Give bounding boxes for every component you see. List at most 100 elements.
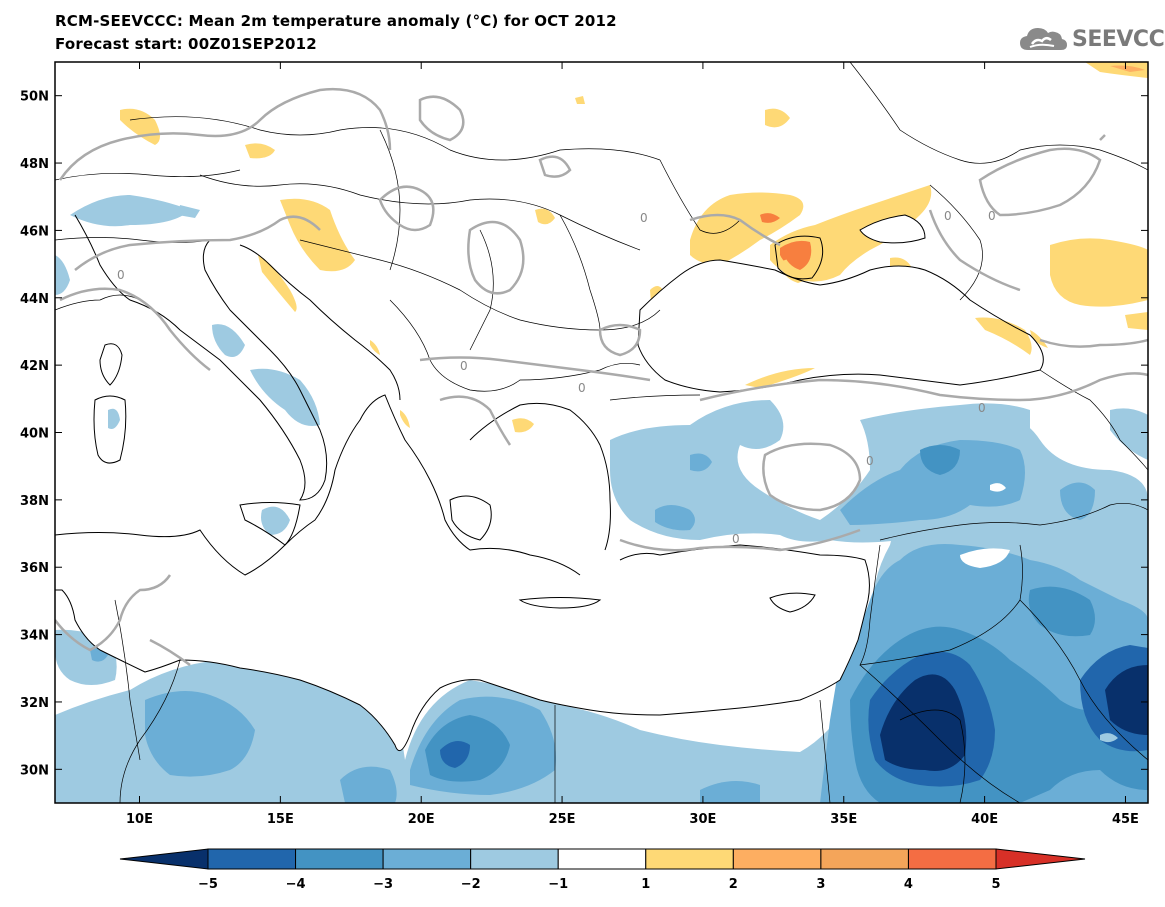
anomaly-level-3-syria: [1028, 586, 1095, 637]
colorbar-extend-high: [995, 848, 1086, 870]
zero-contour-18: [439, 395, 512, 446]
map-title: RCM-SEEVCCC: Mean 2m temperature anomaly…: [55, 12, 617, 30]
colorbar: −5 −4 −3 −2 −1 1 2 3 4 5: [119, 848, 1086, 892]
colorbar-segment: [645, 848, 734, 870]
mediterranean-sea: [55, 395, 870, 751]
map-content: 0 0 0 0 0 0 0 0 0: [55, 62, 1148, 803]
anomaly-area-caucasus: [1110, 408, 1148, 460]
anomaly-area-west-edge: [55, 255, 70, 295]
lat-tick-label: 32N: [20, 696, 49, 711]
warm-fringe-greece: [512, 418, 534, 433]
neutral-patch-iraq: [990, 483, 1006, 492]
border-5: [659, 159, 741, 234]
colorbar-label: 5: [991, 877, 1000, 892]
zero-contour-10: [699, 372, 1148, 402]
coast-crimea: [774, 235, 824, 280]
colorbar-segment: [470, 848, 559, 870]
warm-fringe-crimea-core: [784, 243, 811, 270]
lat-tick-label: 36N: [20, 561, 49, 576]
coast-corsica: [99, 343, 123, 386]
zero-contour-4: [378, 185, 435, 232]
anomaly-area-alps: [70, 195, 190, 227]
warm-area-top-right: [1085, 62, 1148, 78]
coast-north-africa: [55, 589, 841, 752]
border-13: [1019, 599, 1148, 761]
warm-area-germany: [245, 143, 275, 159]
border-21: [379, 129, 401, 271]
aegean-sea: [470, 403, 611, 553]
border-4: [389, 299, 641, 392]
azov-sea: [860, 215, 925, 243]
border-12: [899, 709, 966, 803]
zero-contour-15: [1039, 338, 1148, 348]
lat-tick-label: 48N: [20, 157, 49, 172]
colorbar-segment: [295, 848, 384, 870]
tyrrhenian-sea: [127, 346, 305, 505]
zero-contour-9: [419, 356, 651, 382]
cold-anomaly-fields: [55, 195, 1148, 803]
zero-contour-5: [418, 95, 465, 142]
zero-contour-11: [619, 528, 861, 552]
lon-tick-label: 15E: [267, 812, 294, 827]
caspian-edge: [1140, 338, 1148, 360]
warm-fringe-south-black-sea: [745, 368, 815, 388]
latitude-axis: 30N 32N 34N 36N 38N 40N 42N 44N 46N 48N 50N: [20, 90, 1148, 778]
warm-area-gulf-spot: [575, 96, 585, 104]
colorbar-label: −4: [286, 877, 306, 892]
border-23: [559, 214, 601, 331]
colorbar-label: −2: [461, 877, 481, 892]
anomaly-level-3-turkey-east: [920, 445, 960, 475]
contour-label-4: 0: [640, 211, 648, 225]
country-borders: [55, 62, 1148, 803]
zero-contour-12: [762, 442, 862, 512]
anomaly-level-2-libya: [145, 691, 255, 777]
coast-crete: [518, 597, 602, 609]
zero-contour-19: [689, 213, 781, 247]
lat-tick-label: 34N: [20, 629, 49, 644]
colorbar-label: −5: [198, 877, 218, 892]
warm-area-montenegro: [370, 340, 380, 355]
colorbar-extend-low: [119, 848, 209, 870]
anomaly-level-2-anatolia-spot: [655, 505, 695, 531]
lon-tick-label: 20E: [408, 812, 435, 827]
lat-tick-label: 44N: [20, 292, 49, 307]
black-sea: [638, 260, 1044, 392]
lon-tick-label: 10E: [126, 812, 153, 827]
contour-label-9: 0: [732, 532, 740, 546]
lat-tick-label: 50N: [20, 90, 49, 105]
logo-text: SEEVCCC: [1072, 26, 1165, 52]
ligurian-sea: [80, 295, 154, 350]
lat-tick-label: 38N: [20, 494, 49, 509]
warm-area-romania: [535, 208, 555, 225]
coast-sardinia: [93, 395, 127, 464]
border-17: [114, 599, 141, 761]
zero-contour-20: [1099, 134, 1106, 141]
colorbar-segment: [732, 848, 822, 870]
warm-fringe-east-black-sea: [975, 317, 1032, 355]
border-9: [879, 503, 1148, 541]
anomaly-level-2-egypt: [700, 781, 760, 803]
map-subtitle: Forecast start: 00Z01SEP2012: [55, 35, 317, 53]
border-19: [55, 237, 211, 243]
contour-label-8: 0: [978, 401, 986, 415]
colorbar-label: 3: [816, 877, 825, 892]
contour-label-2: 0: [460, 359, 468, 373]
cloud-icon: [1020, 28, 1067, 50]
anomaly-area-sicily: [261, 506, 290, 535]
lon-tick-label: 45E: [1112, 812, 1139, 827]
lat-tick-label: 40N: [20, 427, 49, 442]
border-24: [609, 394, 701, 401]
colorbar-segment: [907, 848, 997, 870]
seevccc-logo: SEEVCCC: [1018, 22, 1165, 56]
warm-area-albania: [400, 410, 410, 428]
neutral-patch-syria: [960, 548, 1010, 568]
zero-contour-2: [58, 88, 392, 181]
colorbar-label: 4: [904, 877, 913, 892]
zero-contour-8: [598, 323, 642, 357]
colorbar-label: −3: [373, 877, 393, 892]
coast-mediterranean: [55, 394, 581, 576]
anomaly-level-2-anatolia-spot-2: [690, 453, 712, 472]
coast-aegean: [469, 402, 611, 551]
warm-area-russia: [1050, 238, 1148, 307]
